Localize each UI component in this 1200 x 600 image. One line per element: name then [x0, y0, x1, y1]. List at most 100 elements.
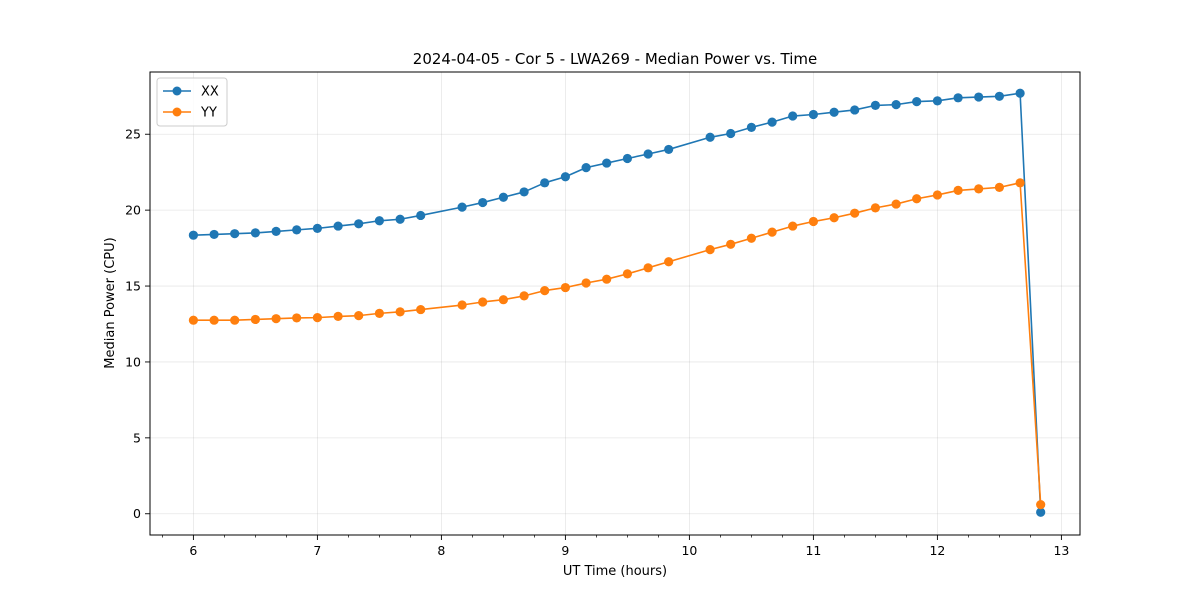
data-point-xx — [560, 172, 571, 182]
plot-series — [188, 88, 1046, 517]
axis-ticks: 6 7 8 9 10 11 12 13 0 5 10 15 20 25 — [125, 127, 1069, 558]
data-point-yy — [1036, 500, 1046, 510]
data-point-xx — [953, 93, 963, 103]
data-point-yy — [540, 286, 550, 296]
data-point-yy — [643, 263, 653, 273]
x-tick-label: 13 — [1053, 543, 1069, 558]
y-tick-label: 5 — [133, 430, 141, 445]
data-point-yy — [292, 313, 302, 323]
data-point-xx — [540, 178, 550, 188]
data-point-xx — [478, 197, 488, 208]
data-point-yy — [932, 190, 943, 200]
data-point-yy — [333, 311, 343, 321]
data-point-yy — [416, 304, 426, 315]
data-point-yy — [250, 314, 260, 325]
series-line-yy — [193, 182, 1042, 505]
data-point-yy — [312, 313, 322, 323]
data-point-xx — [932, 96, 943, 106]
legend-label-xx: XX — [201, 85, 219, 100]
data-point-xx — [1015, 88, 1025, 98]
data-point-xx — [705, 132, 715, 142]
data-point-xx — [292, 225, 302, 235]
data-point-xx — [788, 111, 798, 121]
data-point-yy — [354, 311, 364, 321]
data-point-xx — [994, 91, 1005, 101]
data-point-yy — [746, 233, 757, 243]
data-point-xx — [374, 216, 384, 226]
data-point-xx — [395, 214, 405, 224]
data-point-yy — [622, 269, 633, 279]
data-point-yy — [457, 300, 467, 310]
x-tick-label: 7 — [313, 543, 321, 558]
data-point-yy — [705, 245, 715, 255]
legend-marker-yy — [172, 107, 182, 117]
chart-title: 2024-04-05 - Cor 5 - LWA269 - Median Pow… — [413, 50, 817, 68]
data-point-xx — [271, 226, 281, 236]
data-point-xx — [870, 100, 881, 110]
x-tick-label: 9 — [561, 543, 569, 558]
y-tick-label: 10 — [125, 354, 141, 369]
data-point-yy — [664, 257, 674, 267]
series-line-xx — [193, 92, 1042, 513]
data-point-xx — [912, 97, 922, 107]
data-point-yy — [726, 239, 736, 249]
data-point-yy — [209, 315, 219, 325]
legend: XX YY — [156, 77, 228, 127]
x-tick-label: 10 — [681, 543, 697, 558]
axes-frame — [149, 71, 1081, 536]
data-point-xx — [457, 202, 467, 212]
data-point-yy — [188, 315, 198, 325]
data-point-yy — [891, 199, 901, 209]
data-point-yy — [850, 208, 860, 218]
data-point-xx — [333, 221, 343, 231]
data-point-yy — [994, 182, 1005, 192]
x-tick-label: 12 — [929, 543, 945, 558]
data-point-xx — [726, 128, 736, 139]
data-point-xx — [498, 192, 508, 202]
data-point-yy — [374, 308, 384, 318]
data-point-xx — [250, 228, 260, 238]
data-point-xx — [664, 144, 674, 155]
data-point-xx — [1036, 507, 1046, 517]
data-point-yy — [767, 227, 777, 237]
data-point-yy — [974, 184, 984, 194]
y-tick-label: 20 — [125, 203, 141, 218]
data-point-yy — [581, 278, 591, 288]
data-point-yy — [230, 315, 240, 325]
y-tick-label: 0 — [133, 506, 141, 521]
y-tick-label: 15 — [125, 279, 141, 294]
y-axis-label: Median Power (CPU) — [103, 237, 118, 368]
data-point-xx — [209, 229, 219, 240]
data-point-xx — [188, 230, 198, 240]
data-point-yy — [478, 297, 488, 307]
data-point-xx — [643, 149, 653, 159]
x-tick-label: 6 — [189, 543, 197, 558]
data-point-xx — [746, 122, 757, 133]
data-point-yy — [395, 307, 405, 317]
data-point-yy — [912, 194, 922, 204]
data-point-yy — [519, 291, 529, 301]
data-point-xx — [312, 223, 322, 233]
data-point-xx — [850, 105, 860, 115]
data-point-xx — [808, 109, 819, 120]
data-point-yy — [1015, 178, 1025, 188]
y-tick-label: 25 — [125, 127, 141, 142]
legend-label-yy: YY — [200, 106, 217, 121]
data-point-xx — [519, 187, 529, 197]
data-point-yy — [788, 221, 798, 231]
data-point-yy — [271, 314, 281, 324]
data-point-yy — [498, 295, 508, 305]
data-point-xx — [602, 158, 612, 168]
data-point-xx — [767, 117, 777, 127]
data-point-yy — [560, 282, 571, 293]
data-point-yy — [808, 216, 819, 227]
legend-marker-xx — [172, 86, 182, 96]
data-point-yy — [870, 203, 881, 213]
data-point-xx — [829, 107, 839, 117]
data-point-xx — [622, 153, 633, 164]
data-point-yy — [602, 274, 612, 284]
data-point-xx — [354, 219, 364, 229]
data-point-xx — [581, 163, 591, 173]
x-tick-label: 8 — [437, 543, 445, 558]
